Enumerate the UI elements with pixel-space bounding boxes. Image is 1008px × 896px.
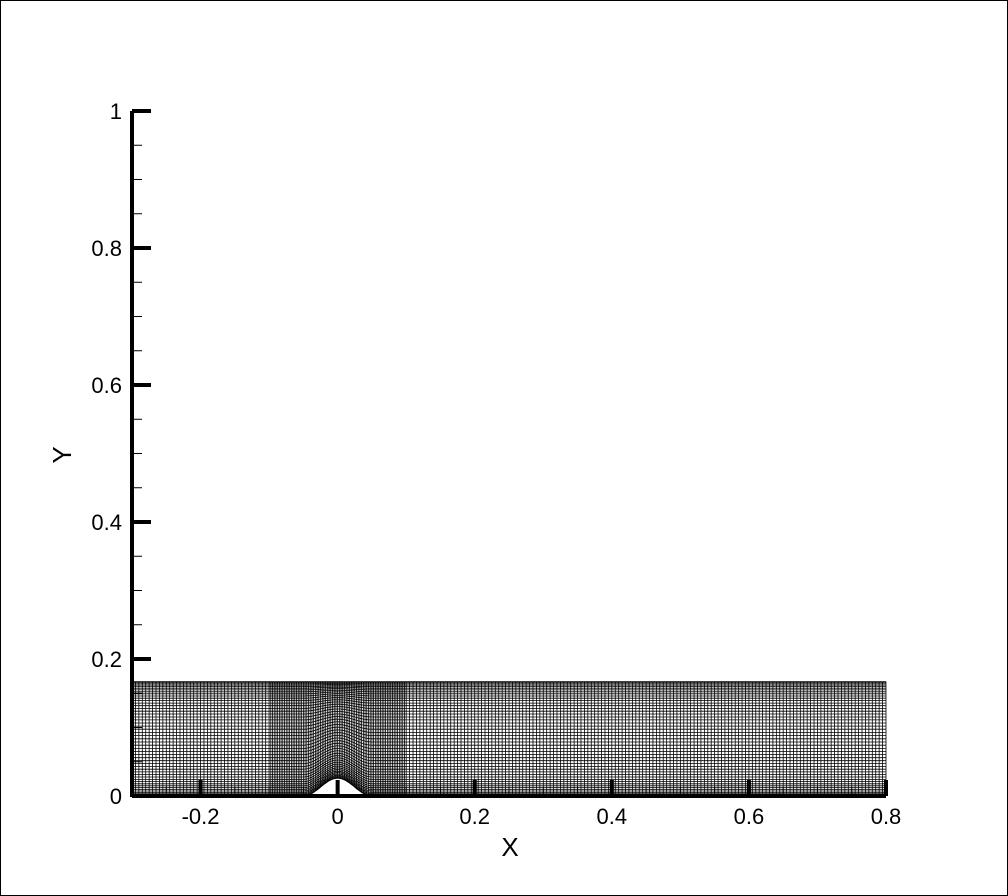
mesh-j-line [132,740,886,752]
mesh-j-line [132,769,886,787]
axes: 0 0.2 0.4 0.6 0.8 1 -0.2 0 0.2 0.4 0.6 0.8 [91,99,901,829]
mesh-j-line [132,759,886,775]
mesh-j-line [132,710,886,718]
mesh-j-line [132,695,886,699]
mesh-j-line [132,685,886,687]
x-tick-label: 0.6 [734,804,765,829]
mesh-j-line [132,724,886,733]
mesh-j-line [132,761,886,778]
mesh-j-line [132,737,886,749]
y-tick-label: 0.8 [91,236,122,261]
mesh-j-line [132,708,886,715]
y-tick-label: 0.2 [91,647,122,672]
mesh-j-line [132,718,886,727]
mesh-j-line [132,767,886,785]
mesh-j-line [132,713,886,721]
y-axis-label: Y [47,446,77,463]
mesh-j-line [132,755,886,770]
x-tick-label: 0.4 [597,804,628,829]
mesh-j-line [132,734,886,746]
mesh-j-line [132,745,886,759]
y-tick-label: 0.6 [91,373,122,398]
x-tick-label: 0.2 [459,804,490,829]
mesh-j-line [132,706,886,712]
mesh-j-line [132,765,886,782]
mesh-j-line [132,686,886,689]
mesh-j-line [132,703,886,709]
mesh-j-line [132,716,886,724]
mesh-j-line [132,732,886,743]
y-tick-label: 0 [110,784,122,809]
mesh-j-line [132,726,886,736]
mesh-j-line [132,701,886,707]
mesh-j-line [132,729,886,740]
x-tick-label: 0.8 [871,804,902,829]
y-tick-label: 0.4 [91,510,122,535]
mesh-j-line [132,688,886,691]
mesh-j-line [132,747,886,762]
mesh-j-line [132,752,886,767]
mesh-j-line [132,699,886,704]
mesh-j-line [132,689,886,693]
x-tick-label: -0.2 [182,804,220,829]
mesh-j-line [132,763,886,780]
x-axis-label: X [501,832,518,862]
mesh-j-line [132,697,886,701]
mesh-j-line [132,757,886,773]
mesh-j-line [132,750,886,764]
mesh-j-line [132,721,886,730]
mesh-j-line [132,742,886,755]
mesh-j-line [132,684,886,686]
x-tick-label: 0 [332,804,344,829]
mesh-j-line [132,691,886,695]
mesh-grid [131,681,887,797]
y-tick-label: 1 [110,99,122,124]
mesh-j-line [132,693,886,697]
